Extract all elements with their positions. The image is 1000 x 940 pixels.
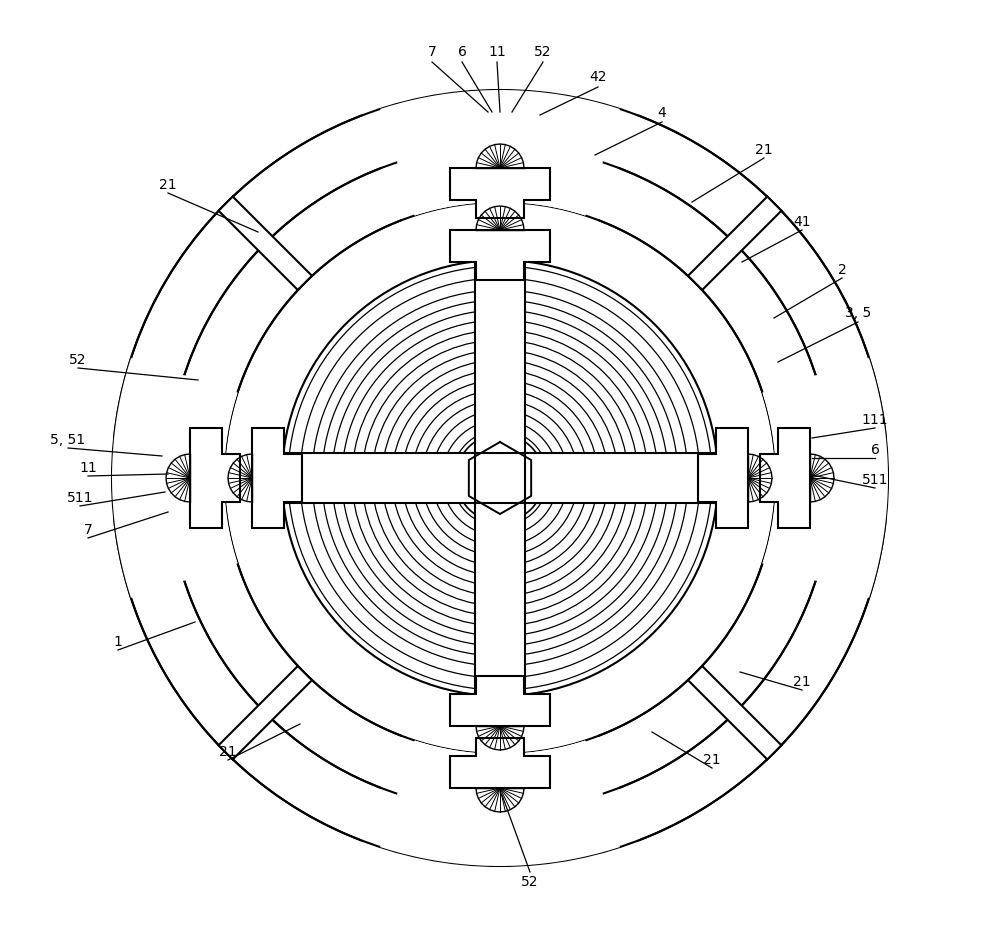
Text: 11: 11 — [79, 461, 97, 475]
Polygon shape — [475, 260, 525, 453]
Polygon shape — [688, 196, 781, 290]
Polygon shape — [762, 358, 888, 598]
Polygon shape — [219, 666, 312, 760]
Text: 7: 7 — [428, 45, 436, 59]
Text: 21: 21 — [703, 753, 721, 767]
Text: 21: 21 — [159, 178, 177, 192]
Polygon shape — [525, 453, 718, 503]
Polygon shape — [252, 428, 302, 528]
Polygon shape — [450, 676, 550, 726]
Text: 3, 5: 3, 5 — [845, 306, 871, 320]
Text: 52: 52 — [69, 353, 87, 367]
Text: 5, 51: 5, 51 — [50, 433, 86, 447]
Text: 511: 511 — [67, 491, 93, 505]
Polygon shape — [380, 90, 620, 215]
Polygon shape — [450, 168, 550, 218]
Text: 1: 1 — [114, 635, 122, 649]
Text: 21: 21 — [755, 143, 773, 157]
Polygon shape — [698, 428, 748, 528]
Text: 6: 6 — [458, 45, 466, 59]
Polygon shape — [282, 453, 475, 503]
Polygon shape — [760, 428, 810, 528]
Polygon shape — [219, 196, 312, 290]
Text: 4: 4 — [658, 106, 666, 120]
Text: 7: 7 — [84, 523, 92, 537]
Text: 11: 11 — [488, 45, 506, 59]
Polygon shape — [450, 738, 550, 788]
Polygon shape — [450, 230, 550, 280]
Text: 2: 2 — [838, 263, 846, 277]
Text: 6: 6 — [871, 443, 879, 457]
Text: 52: 52 — [534, 45, 552, 59]
Text: 111: 111 — [862, 413, 888, 427]
Polygon shape — [397, 741, 603, 810]
Text: 511: 511 — [862, 473, 888, 487]
Polygon shape — [762, 375, 832, 581]
Polygon shape — [168, 375, 238, 581]
Polygon shape — [112, 358, 238, 598]
Text: 52: 52 — [521, 875, 539, 889]
Polygon shape — [397, 146, 603, 215]
Text: 41: 41 — [793, 215, 811, 229]
Text: 21: 21 — [219, 745, 237, 759]
Text: 42: 42 — [589, 70, 607, 84]
Text: 21: 21 — [793, 675, 811, 689]
Polygon shape — [688, 666, 781, 760]
Polygon shape — [380, 741, 620, 866]
Polygon shape — [190, 428, 240, 528]
Polygon shape — [475, 503, 525, 696]
